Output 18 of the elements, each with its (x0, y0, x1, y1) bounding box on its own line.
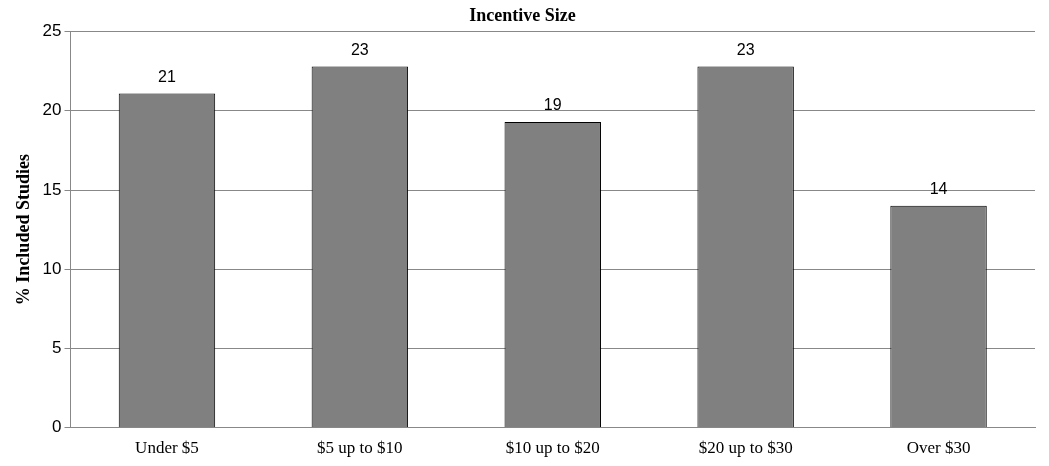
data-label: 23 (350, 40, 369, 58)
x-tick-label: $10 up to $20 (505, 438, 600, 458)
data-label: 23 (736, 40, 755, 58)
x-tick-label: Under $5 (135, 438, 199, 458)
y-tick-label: 25 (42, 21, 62, 41)
y-tick-label: 5 (52, 338, 62, 358)
x-tick-label: Over $30 (906, 438, 971, 458)
y-tick-label: 15 (42, 179, 62, 199)
data-label: 14 (929, 180, 948, 198)
y-axis-title: % Included Studies (13, 154, 34, 306)
y-tick-label: 10 (42, 258, 62, 278)
x-tick-label: $20 up to $30 (698, 438, 793, 458)
data-label: 21 (158, 67, 176, 85)
chart-title: Incentive Size (469, 5, 576, 26)
data-label: 19 (543, 96, 562, 114)
y-tick-label: 0 (52, 417, 62, 437)
y-tick-label: 20 (42, 100, 62, 120)
x-tick-label: $5 up to $10 (317, 438, 403, 458)
